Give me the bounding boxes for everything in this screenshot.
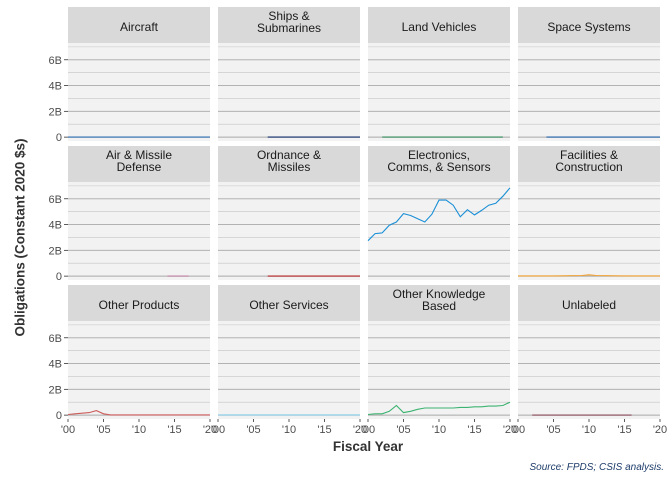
- x-tick-label: '20: [353, 424, 367, 436]
- facet-panel: [368, 321, 510, 419]
- y-tick-label: 6B: [49, 333, 62, 345]
- x-tick-label: '05: [546, 424, 560, 436]
- x-tick-label: '05: [96, 424, 110, 436]
- y-tick-label: 4B: [49, 359, 62, 371]
- facet-strip: [368, 285, 510, 321]
- x-tick-label: '10: [132, 424, 146, 436]
- series-line: [67, 410, 210, 416]
- x-tick-label: '15: [317, 424, 331, 436]
- x-tick-label: '05: [396, 424, 410, 436]
- facet-panel: [218, 182, 360, 280]
- series-line: [367, 401, 511, 416]
- facet-strip: [68, 285, 210, 321]
- facet-title: Ships & Submarines: [257, 9, 321, 35]
- facet-panel: [518, 182, 660, 280]
- facet-strip: [68, 7, 210, 43]
- y-tick-label: 4B: [49, 220, 62, 232]
- x-tick-label: '05: [246, 424, 260, 436]
- facet-panel: [68, 321, 210, 419]
- x-tick-label: '00: [511, 424, 525, 436]
- facet-title: Other Services: [249, 298, 328, 312]
- facet-panel: [68, 182, 210, 280]
- x-tick-label: '10: [582, 424, 596, 436]
- facet-strip: [218, 7, 360, 43]
- series-line: [367, 187, 511, 242]
- x-tick-label: '15: [167, 424, 181, 436]
- facet-panel: [218, 43, 360, 141]
- facet-title: Land Vehicles: [402, 20, 477, 34]
- facet-panel: [68, 43, 210, 141]
- y-tick-label: 0: [56, 271, 62, 283]
- y-tick-label: 2B: [49, 245, 62, 257]
- facet-panel: [218, 321, 360, 419]
- x-tick-label: '15: [617, 424, 631, 436]
- facet-title: Other Knowledge Based: [393, 287, 486, 313]
- facet-strip: [218, 285, 360, 321]
- y-tick-label: 6B: [49, 55, 62, 67]
- facet-strip: [368, 146, 510, 182]
- facet-strip: [518, 285, 660, 321]
- y-axis-label: Obligations (Constant 2020 $s): [12, 138, 28, 337]
- facet-title: Facilities & Construction: [555, 148, 622, 174]
- facet-title: Air & Missile Defense: [106, 148, 172, 174]
- facet-strip: [518, 146, 660, 182]
- facet-title: Electronics, Comms, & Sensors: [387, 148, 490, 174]
- x-tick-label: '20: [503, 424, 517, 436]
- facet-panel: [518, 43, 660, 141]
- source-note: Source: FPDS; CSIS analysis.: [529, 462, 665, 473]
- facet-title: Space Systems: [547, 20, 630, 34]
- facet-panel: [368, 182, 510, 280]
- x-tick-label: '20: [653, 424, 667, 436]
- y-tick-label: 2B: [49, 106, 62, 118]
- y-tick-label: 4B: [49, 81, 62, 93]
- facet-strip: [368, 7, 510, 43]
- series-line: [518, 274, 660, 277]
- y-tick-label: 6B: [49, 194, 62, 206]
- facet-title: Unlabeled: [562, 298, 616, 312]
- facet-panel: [518, 321, 660, 419]
- facet-panel: [368, 43, 510, 141]
- x-tick-label: '00: [61, 424, 75, 436]
- facet-title: Aircraft: [120, 20, 159, 34]
- facet-strip: [68, 146, 210, 182]
- x-tick-label: '10: [432, 424, 446, 436]
- y-tick-label: 0: [56, 132, 62, 144]
- y-tick-label: 2B: [49, 384, 62, 396]
- facet-strip: [218, 146, 360, 182]
- x-tick-label: '20: [203, 424, 217, 436]
- facet-strip: [518, 7, 660, 43]
- x-tick-label: '00: [361, 424, 375, 436]
- x-tick-label: '00: [211, 424, 225, 436]
- facet-title: Other Products: [99, 298, 180, 312]
- x-tick-label: '10: [282, 424, 296, 436]
- facet-title: Ordnance & Missiles: [257, 148, 321, 174]
- y-tick-label: 0: [56, 410, 62, 422]
- x-tick-label: '15: [467, 424, 481, 436]
- x-axis-label: Fiscal Year: [332, 439, 404, 454]
